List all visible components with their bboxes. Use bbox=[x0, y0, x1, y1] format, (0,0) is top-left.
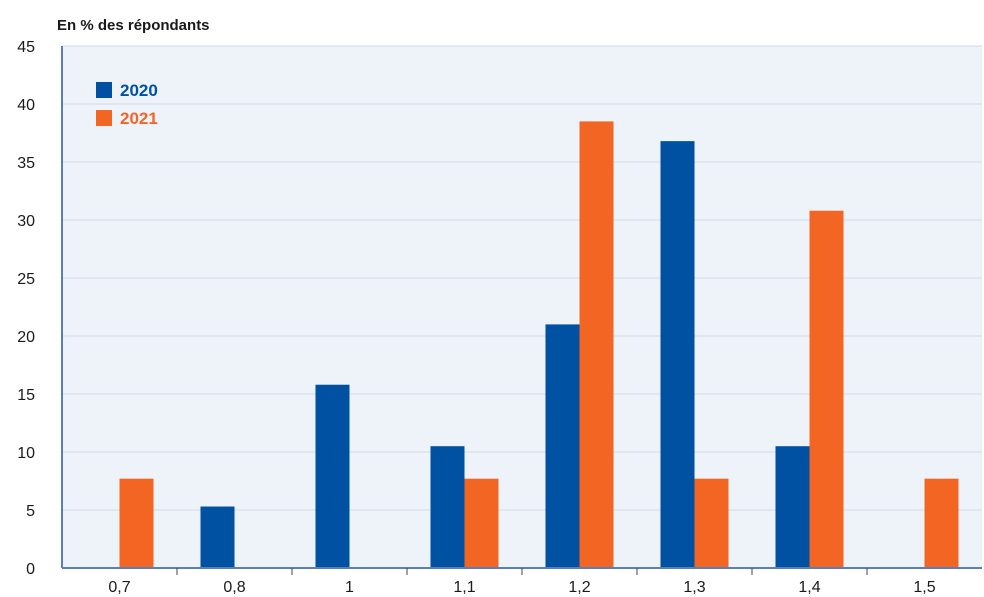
y-tick-label: 35 bbox=[17, 155, 35, 172]
bar-2021-1,1 bbox=[464, 478, 499, 568]
x-tick-labels: 0,7 0,8 1 1,1 1,2 1,3 1,4 1,5 bbox=[108, 579, 935, 596]
bar-2021-1,4 bbox=[809, 210, 844, 568]
axes bbox=[61, 46, 982, 575]
legend: 2020 2021 bbox=[96, 81, 158, 128]
y-tick-label: 40 bbox=[17, 97, 35, 114]
bar-2020-1,3 bbox=[660, 141, 695, 568]
bar-2021-1,5 bbox=[924, 478, 959, 568]
bar-2020-1 bbox=[315, 384, 350, 568]
bar-2021-1,3 bbox=[694, 478, 729, 568]
x-tick-label: 1,4 bbox=[798, 579, 820, 596]
y-tick-label: 10 bbox=[17, 445, 35, 462]
y-tick-label: 0 bbox=[26, 561, 35, 578]
x-tick-label: 0,8 bbox=[223, 579, 245, 596]
x-tick-label: 1,3 bbox=[683, 579, 705, 596]
legend-label-2020: 2020 bbox=[120, 81, 158, 100]
y-tick-label: 30 bbox=[17, 213, 35, 230]
y-axis-label: En % des répondants bbox=[57, 17, 210, 34]
bar-2020-1,2 bbox=[545, 324, 580, 568]
x-tick-label: 1 bbox=[345, 579, 354, 596]
y-tick-label: 25 bbox=[17, 271, 35, 288]
gridlines bbox=[62, 45, 982, 511]
legend-swatch-2020 bbox=[96, 82, 112, 98]
bar-2020-1,1 bbox=[430, 446, 465, 568]
legend-swatch-2021 bbox=[96, 110, 112, 126]
x-tick-label: 0,7 bbox=[108, 579, 130, 596]
legend-label-2021: 2021 bbox=[120, 109, 158, 128]
y-tick-label: 45 bbox=[17, 39, 35, 56]
bar-2020-1,4 bbox=[775, 446, 810, 568]
y-tick-label: 15 bbox=[17, 387, 35, 404]
bar-2021-1,2 bbox=[579, 121, 614, 569]
plot-area-background bbox=[62, 46, 982, 568]
y-tick-labels: 0 5 10 15 20 25 30 35 40 45 bbox=[17, 39, 35, 578]
x-tick-label: 1,5 bbox=[913, 579, 935, 596]
x-tick-label: 1,1 bbox=[453, 579, 475, 596]
bars bbox=[119, 121, 959, 569]
y-tick-label: 5 bbox=[26, 503, 35, 520]
y-tick-label: 20 bbox=[17, 329, 35, 346]
bar-2021-0,7 bbox=[119, 478, 154, 568]
bar-2020-0,8 bbox=[200, 506, 235, 568]
x-tick-label: 1,2 bbox=[568, 579, 590, 596]
